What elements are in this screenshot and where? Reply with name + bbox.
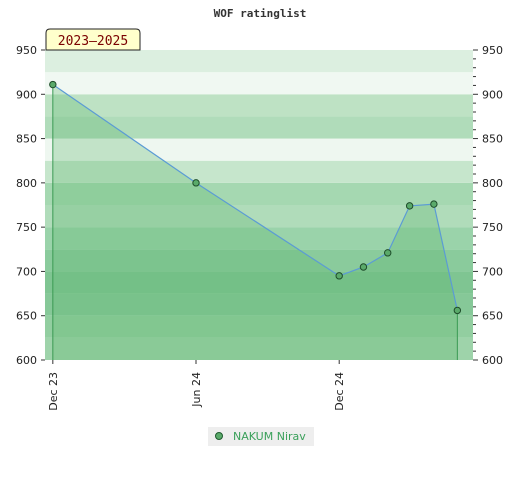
data-point[interactable]: [359, 263, 368, 271]
y-tick-label-right: 750: [482, 221, 503, 234]
band-925: [45, 50, 473, 73]
y-tick-label-right: 850: [482, 133, 503, 146]
band-600: [45, 337, 473, 360]
legend-marker: [215, 432, 223, 440]
x-axis: Dec 23 Jun 24 Dec 24: [47, 360, 346, 411]
band-850: [45, 116, 473, 139]
y-tick-label-right: 600: [482, 354, 503, 367]
band-800: [45, 160, 473, 183]
y-tick-label: 950: [16, 44, 37, 57]
y-tick-label: 750: [16, 221, 37, 234]
y-tick-label: 800: [16, 177, 37, 190]
y-tick-label: 700: [16, 265, 37, 278]
data-point[interactable]: [335, 272, 343, 280]
badge-label: 2023–2025: [58, 34, 128, 49]
band-775: [45, 182, 473, 205]
data-point[interactable]: [384, 249, 392, 257]
series-line: [52, 84, 458, 311]
data-point[interactable]: [192, 179, 200, 187]
legend[interactable]: NAKUM Nirav: [208, 427, 314, 446]
band-675: [45, 271, 473, 294]
badge-shape: [45, 28, 141, 51]
legend-label: NAKUM Nirav: [233, 430, 306, 443]
background-bands: [45, 50, 473, 360]
data-points: [49, 80, 462, 315]
y-tick-label-right: 800: [482, 177, 503, 190]
area-layer: [52, 84, 458, 361]
band-875: [45, 94, 473, 117]
y-tick-label-right: 700: [482, 265, 503, 278]
band-725: [45, 227, 473, 250]
data-point[interactable]: [430, 200, 438, 208]
y-tick-label: 850: [16, 133, 37, 146]
x-tick-label: Jun 24: [190, 372, 203, 408]
period-badge: 2023–2025: [45, 28, 141, 51]
band-625: [45, 315, 473, 338]
data-point[interactable]: [49, 80, 57, 89]
y-axis-right: 600 650 700 750 800 850 900 950: [473, 44, 503, 367]
y-tick-label: 650: [16, 310, 37, 323]
x-tick-label: Dec 23: [47, 372, 60, 411]
y-tick-label-right: 900: [482, 88, 503, 101]
y-tick-label-right: 650: [482, 310, 503, 323]
y-tick-label: 900: [16, 88, 37, 101]
band-825: [45, 138, 473, 161]
chart-title: WOF ratinglist: [214, 7, 307, 20]
y-tick-label-right: 950: [482, 44, 503, 57]
y-axis-left: 600 650 700 750 800 850 900 950: [16, 44, 45, 367]
series-area: [52, 84, 458, 361]
data-point[interactable]: [453, 306, 462, 315]
y-tick-label: 600: [16, 354, 37, 367]
data-point[interactable]: [405, 202, 414, 210]
band-650: [45, 293, 473, 316]
band-900: [45, 72, 473, 95]
band-750: [45, 205, 473, 228]
legend-box: [208, 427, 314, 446]
x-tick-label: Dec 24: [333, 372, 346, 411]
